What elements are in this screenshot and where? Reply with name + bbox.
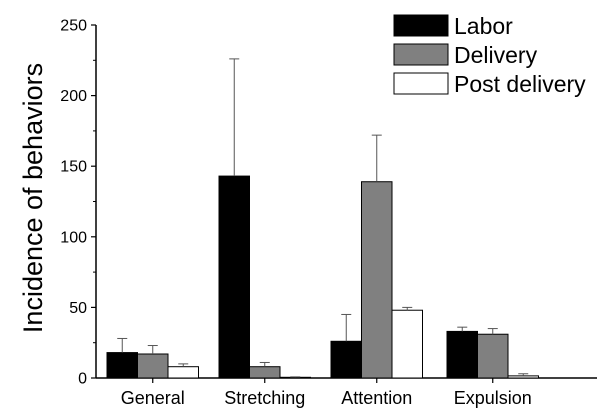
- bar: [218, 175, 250, 379]
- y-tick-label: 200: [60, 88, 87, 105]
- y-tick-label: 250: [60, 18, 87, 35]
- x-tick-label: Expulsion: [454, 388, 532, 408]
- bar: [391, 309, 423, 379]
- x-tick-label: Attention: [341, 388, 412, 408]
- legend-label: Post delivery: [454, 71, 586, 97]
- y-tick-label: 100: [60, 229, 87, 246]
- bar: [330, 340, 362, 379]
- legend-label: Delivery: [454, 42, 538, 68]
- bar: [446, 330, 478, 379]
- x-tick-label: Stretching: [224, 388, 305, 408]
- bars: [106, 58, 539, 379]
- legend-swatch: [393, 43, 449, 66]
- bar: [507, 375, 539, 379]
- bar: [249, 366, 281, 379]
- bar: [106, 352, 138, 379]
- bar: [361, 181, 393, 379]
- y-tick-label: 150: [60, 159, 87, 176]
- y-axis-label: Incidence of behaviors: [18, 63, 48, 333]
- bar: [167, 366, 199, 379]
- legend-swatch: [393, 72, 449, 95]
- bar: [477, 333, 509, 379]
- y-tick-label: 0: [78, 371, 87, 388]
- x-tick-label: General: [121, 388, 185, 408]
- legend-swatch: [393, 14, 449, 37]
- legend-label: Labor: [454, 13, 513, 39]
- bar: [137, 353, 169, 379]
- bar: [279, 376, 311, 379]
- y-tick-label: 50: [69, 300, 87, 317]
- legend: Labor Delivery Post delivery: [393, 13, 586, 97]
- axes: 0 50 100 150 200 250 General Stretching Attentio…: [60, 18, 597, 408]
